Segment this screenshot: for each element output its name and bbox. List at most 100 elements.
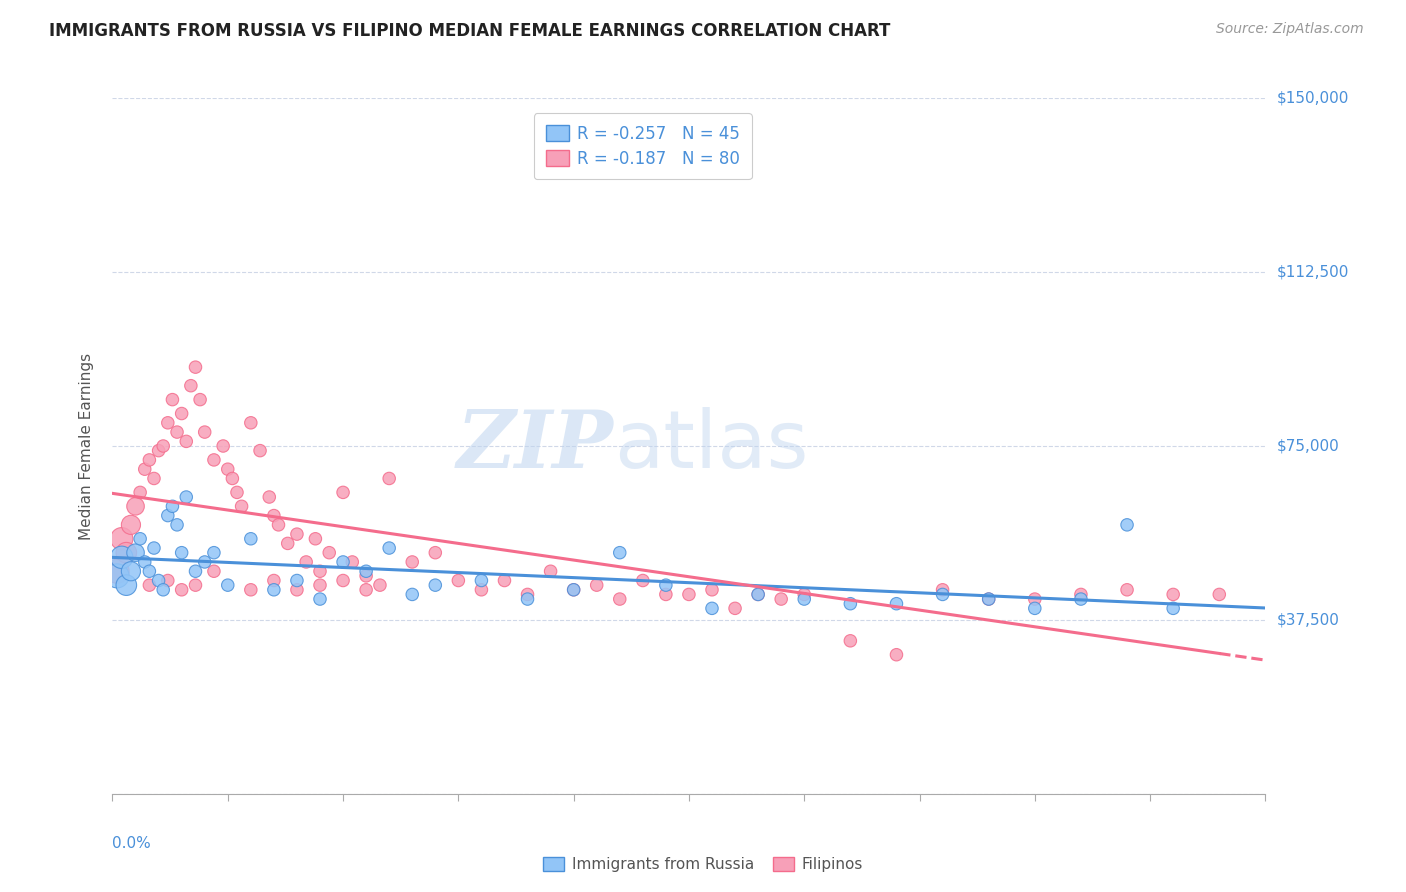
Point [202,453,225,467]
Point [138,578,160,592]
Point [180,378,202,392]
Point [184,564,207,578]
Point [285,582,308,597]
Point [263,582,285,597]
Legend: Immigrants from Russia, Filipinos: Immigrants from Russia, Filipinos [536,849,870,880]
Point [354,582,377,597]
Point [124,546,146,560]
Point [609,592,631,607]
Point [700,601,723,615]
Point [212,439,235,453]
Point [111,550,134,565]
Point [148,574,170,588]
Text: Source: ZipAtlas.com: Source: ZipAtlas.com [1216,22,1364,37]
Legend: R = -0.257   N = 45, R = -0.187   N = 80: R = -0.257 N = 45, R = -0.187 N = 80 [534,113,752,179]
Text: 0.0%: 0.0% [112,836,152,851]
Point [124,500,146,514]
Point [162,500,184,514]
Point [1161,587,1184,601]
Point [170,546,193,560]
Point [111,532,134,546]
Point [516,587,538,601]
Point [309,578,332,592]
Text: ZIP: ZIP [457,408,614,484]
Point [217,462,239,476]
Point [494,574,516,588]
Point [138,453,160,467]
Point [977,592,1000,607]
Point [770,592,793,607]
Point [1024,592,1046,607]
Point [166,425,188,439]
Point [931,587,953,601]
Point [886,597,908,611]
Point [1116,517,1139,532]
Point [239,532,262,546]
Point [202,546,225,560]
Point [129,532,152,546]
Point [194,425,217,439]
Point [1024,601,1046,615]
Point [1070,592,1092,607]
Point [184,578,207,592]
Point [120,564,142,578]
Point [304,532,326,546]
Point [425,578,447,592]
Point [332,574,354,588]
Point [425,546,447,560]
Point [148,443,170,458]
Point [1070,587,1092,601]
Point [226,485,249,500]
Point [747,587,769,601]
Point [152,439,174,453]
Point [166,517,188,532]
Point [631,574,654,588]
Point [793,592,815,607]
Point [156,508,179,523]
Y-axis label: Median Female Earnings: Median Female Earnings [79,352,94,540]
Point [239,582,262,597]
Point [170,407,193,421]
Point [143,471,166,485]
Point [700,582,723,597]
Point [839,597,862,611]
Point [839,633,862,648]
Point [368,578,391,592]
Point [332,485,354,500]
Point [105,564,128,578]
Point [401,587,423,601]
Point [259,490,281,504]
Point [540,564,562,578]
Point [342,555,364,569]
Point [1116,582,1139,597]
Point [188,392,211,407]
Point [295,555,318,569]
Point [120,517,142,532]
Point [170,582,193,597]
Point [562,582,585,597]
Point [115,546,138,560]
Point [585,578,607,592]
Point [354,569,377,583]
Point [156,416,179,430]
Point [378,541,401,555]
Point [318,546,340,560]
Point [134,555,156,569]
Point [162,392,184,407]
Point [886,648,908,662]
Point [134,462,156,476]
Text: $150,000: $150,000 [1277,91,1348,105]
Point [285,527,308,541]
Text: $37,500: $37,500 [1277,613,1340,627]
Point [977,592,1000,607]
Point [263,574,285,588]
Text: atlas: atlas [614,407,808,485]
Point [747,587,769,601]
Point [516,592,538,607]
Point [263,508,285,523]
Point [152,582,174,597]
Point [1161,601,1184,615]
Point [931,582,953,597]
Point [115,578,138,592]
Point [378,471,401,485]
